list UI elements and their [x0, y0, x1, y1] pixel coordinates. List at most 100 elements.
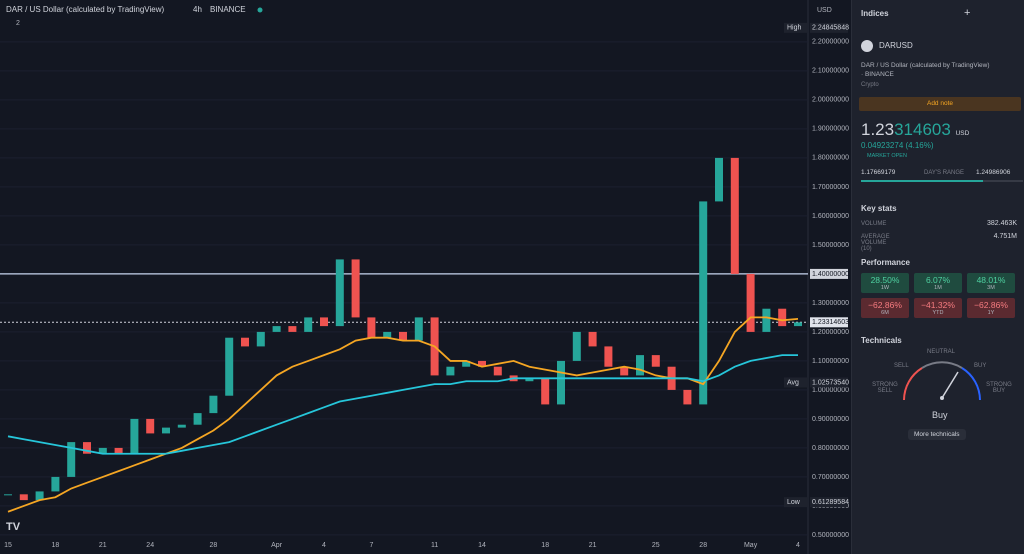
candle — [162, 427, 170, 434]
gauge-strong-sell: STRONG SELL — [872, 382, 898, 394]
price-currency: USD — [955, 130, 970, 137]
more-technicals[interactable]: More technicals — [908, 429, 966, 440]
price-tag — [810, 317, 848, 328]
candle — [462, 360, 471, 367]
market: Crypto — [861, 82, 879, 88]
description: DAR / US Dollar (calculated by TradingVi… — [861, 62, 990, 69]
range-label: DAY'S RANGE — [924, 170, 965, 176]
x-tick-label: 7 — [369, 542, 373, 549]
y-tick-label: 0.50000000 — [812, 532, 849, 539]
y-tick-label: 0.80000000 — [812, 445, 849, 452]
chart: DAR / US Dollar (calculated by TradingVi… — [0, 0, 849, 554]
x-tick-label: 24 — [146, 542, 154, 549]
candle — [225, 337, 234, 396]
moving-average — [7, 316, 799, 513]
candle — [35, 491, 44, 501]
add-note[interactable]: Add note — [859, 97, 1021, 111]
candle — [209, 395, 218, 414]
perf-tile: 48.01% 3M — [967, 273, 1015, 293]
candle — [351, 259, 360, 318]
currency[interactable]: USD — [817, 7, 832, 14]
perf-tile: 28.50% 1W — [861, 273, 909, 293]
x-tick-label: 15 — [4, 542, 12, 549]
candle — [572, 331, 581, 361]
interval[interactable]: 4h — [193, 5, 202, 14]
tag-name: Low — [787, 499, 801, 506]
y-tick-label: 2.10000000 — [812, 68, 849, 75]
tag-name-box — [784, 497, 808, 508]
candle — [478, 360, 486, 367]
y-tick-label: 1.20000000 — [812, 329, 849, 336]
y-tick-label: 2.00000000 — [812, 97, 849, 104]
x-tick-label: 21 — [99, 542, 107, 549]
gauge-strong-buy: STRONG BUY — [986, 382, 1012, 394]
candle — [493, 366, 502, 376]
perf-tile: 6.07% 1M — [914, 273, 962, 293]
add-button[interactable]: + — [964, 7, 971, 19]
range-fill — [861, 180, 983, 182]
candle — [588, 331, 597, 347]
price: 1.23314603 USD — [861, 120, 969, 140]
candle — [414, 317, 423, 341]
performance: Performance — [861, 258, 910, 267]
rating: Buy — [932, 410, 948, 420]
x-tick-label: May — [744, 542, 758, 549]
panel-symbol: DARUSD — [879, 41, 913, 50]
indicator-count[interactable]: 2 — [16, 20, 20, 27]
x-tick-label: 28 — [699, 542, 707, 549]
y-tick-label: 0.90000000 — [812, 416, 849, 423]
price-main: 1.23 — [861, 120, 895, 139]
y-tick-label: 1.70000000 — [812, 184, 849, 191]
candle — [715, 157, 723, 202]
perf-value: −62.86% — [868, 300, 902, 310]
price-tag-label: 2.24845848 — [812, 25, 849, 32]
range-high: 1.24986906 — [976, 169, 1011, 176]
candle — [383, 331, 392, 338]
candle — [794, 322, 802, 327]
y-tick-label: 1.90000000 — [812, 126, 849, 133]
candle — [288, 326, 297, 332]
perf-tile: −62.86% 1Y — [967, 298, 1015, 318]
candle — [241, 337, 249, 347]
logo: TV — [6, 521, 21, 533]
status-dot — [257, 7, 263, 13]
candle — [367, 317, 376, 338]
symbol-icon — [861, 40, 873, 52]
candle — [446, 366, 455, 376]
price-tag-label: 1.02573540 — [812, 379, 849, 386]
candle — [114, 447, 123, 454]
exchange: BINANCE — [210, 5, 246, 14]
price-tag-label: 0.61289584 — [812, 499, 849, 506]
candle — [83, 442, 91, 454]
perf-tile: −41.32% YTD — [914, 298, 962, 318]
price-tag — [810, 22, 848, 33]
moving-average — [7, 354, 798, 455]
y-tick-label: 1.50000000 — [812, 242, 849, 249]
x-tick-label: 18 — [541, 542, 549, 549]
candle — [335, 259, 344, 327]
perf-value: −62.86% — [974, 300, 1008, 310]
candle — [636, 355, 644, 376]
perf-value: −41.32% — [921, 300, 955, 310]
price-tag — [810, 497, 848, 508]
technicals: Technicals — [861, 336, 902, 345]
side-panel: Indices + DARUSD DAR / US Dollar (calcul… — [851, 0, 1024, 554]
tag-name-box — [784, 22, 808, 33]
symbol: DAR / US Dollar (calculated by TradingVi… — [6, 5, 164, 14]
perf-period: YTD — [932, 310, 944, 316]
perf-period: 1W — [880, 285, 890, 291]
y-tick-label: 1.60000000 — [812, 213, 849, 220]
perf-value: 6.07% — [925, 275, 951, 285]
exchange: · BINANCE — [861, 71, 894, 78]
tag-name: High — [787, 25, 802, 32]
gauge-sell: SELL — [894, 363, 909, 369]
y-tick-label: 2.20000000 — [812, 39, 849, 46]
perf-tile: −62.86% 6M — [861, 298, 909, 318]
x-tick-label: 4 — [322, 542, 326, 549]
candle — [730, 157, 739, 274]
candle — [699, 201, 708, 405]
range-low: 1.17669179 — [861, 169, 896, 176]
x-tick-label: 28 — [210, 542, 218, 549]
panel-title[interactable]: Indices — [861, 9, 889, 18]
